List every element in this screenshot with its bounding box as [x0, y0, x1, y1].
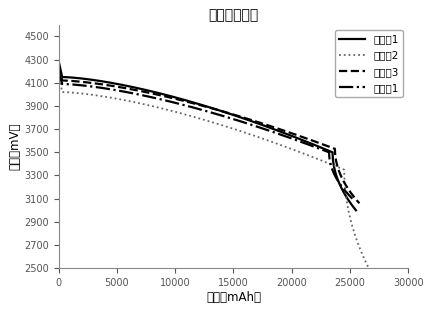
- 实施例2: [207, 119, 212, 123]
- 实施例1: [200, 104, 206, 107]
- 对比例1: [341, 187, 346, 191]
- 对比例1: [56, 69, 61, 73]
- 对比例1: [199, 108, 204, 112]
- 实施例1: [193, 101, 198, 105]
- X-axis label: 容量（mAh）: 容量（mAh）: [206, 291, 261, 304]
- 实施例3: [202, 105, 207, 108]
- 对比例1: [341, 188, 346, 191]
- 实施例2: [72, 91, 77, 95]
- 实施例1: [290, 134, 295, 138]
- 实施例1: [353, 208, 359, 212]
- 实施例1: [56, 59, 61, 63]
- 实施例2: [366, 266, 372, 270]
- 实施例3: [348, 191, 353, 194]
- 实施例3: [56, 65, 61, 68]
- 实施例2: [199, 117, 204, 121]
- 实施例2: [56, 72, 61, 76]
- 实施例2: [357, 246, 362, 250]
- 对比例1: [287, 136, 292, 140]
- Legend: 实施例1, 实施例2, 实施例3, 对比例1: 实施例1, 实施例2, 实施例3, 对比例1: [335, 30, 403, 97]
- Line: 对比例1: 对比例1: [59, 71, 353, 199]
- 实施例1: [345, 197, 350, 200]
- 实施例1: [345, 196, 350, 200]
- 对比例1: [191, 106, 196, 110]
- Line: 实施例3: 实施例3: [59, 66, 359, 203]
- 实施例3: [293, 133, 298, 136]
- 对比例1: [71, 83, 76, 86]
- 实施例2: [300, 151, 305, 155]
- 实施例3: [348, 190, 353, 194]
- 实施例3: [357, 202, 362, 205]
- Line: 实施例1: 实施例1: [59, 61, 356, 210]
- 实施例1: [71, 76, 76, 80]
- 实施例3: [194, 102, 200, 106]
- Title: 电池放电曲线: 电池放电曲线: [208, 8, 259, 22]
- 实施例2: [357, 246, 362, 250]
- Y-axis label: 电压（mV）: 电压（mV）: [8, 123, 21, 170]
- 对比例1: [350, 197, 355, 201]
- 实施例3: [71, 79, 76, 83]
- Line: 实施例2: 实施例2: [59, 74, 369, 268]
